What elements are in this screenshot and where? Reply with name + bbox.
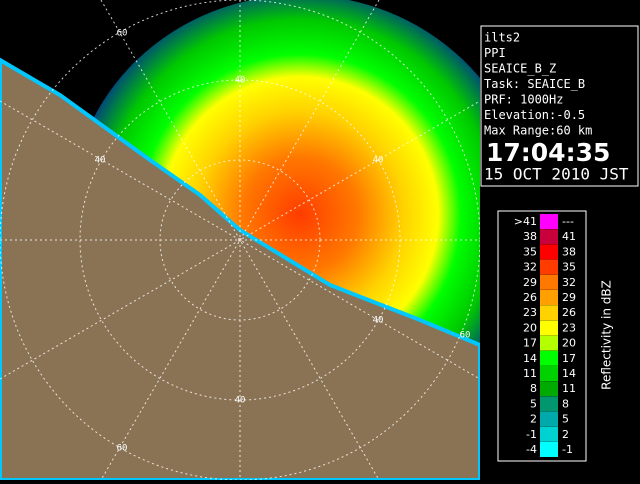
legend-swatch	[540, 305, 558, 321]
legend-low: 8	[530, 382, 537, 395]
legend-swatch	[540, 350, 558, 366]
legend-high: 32	[562, 276, 576, 289]
legend-low: 17	[523, 337, 537, 350]
legend-low: -1	[526, 428, 537, 441]
legend-swatch	[540, 214, 558, 229]
range-label: 40	[95, 156, 106, 166]
legend-title: Reflectivity in dBZ	[600, 280, 614, 390]
legend-low: 35	[523, 245, 537, 258]
range-label: 40	[373, 316, 384, 326]
range-label: 60	[117, 444, 128, 454]
range-label: 40	[235, 396, 246, 406]
legend-high: 17	[562, 352, 576, 365]
legend-swatch	[540, 259, 558, 275]
legend-high: 26	[562, 306, 576, 319]
legend-low: >41	[514, 215, 537, 228]
info-line: SEAICE_B_Z	[484, 62, 556, 76]
range-label: 60	[117, 29, 128, 39]
legend-low: -4	[526, 443, 537, 456]
range-label: 40	[235, 76, 246, 86]
legend-low: 32	[523, 261, 537, 274]
legend-high: 2	[562, 428, 569, 441]
legend-high: 38	[562, 245, 576, 258]
legend-swatch	[540, 396, 558, 412]
legend-swatch	[540, 411, 558, 427]
legend-high: ---	[562, 215, 574, 228]
legend-low: 23	[523, 306, 537, 319]
range-label: 60	[460, 331, 471, 341]
legend-high: 5	[562, 413, 569, 426]
legend-low: 29	[523, 276, 537, 289]
legend-swatch	[540, 244, 558, 260]
date: 15 OCT 2010 JST	[484, 165, 629, 184]
legend-low: 11	[523, 367, 537, 380]
legend-low: 14	[523, 352, 537, 365]
legend-swatch	[540, 274, 558, 290]
info-line: PPI	[484, 46, 506, 60]
radar-image	[0, 0, 480, 480]
legend-high: 23	[562, 321, 576, 334]
legend-high: 8	[562, 397, 569, 410]
legend-high: 41	[562, 230, 576, 243]
info-line: Elevation:-0.5	[484, 108, 585, 122]
legend-high: 14	[562, 367, 576, 380]
legend-low: 20	[523, 321, 537, 334]
range-label: 40	[373, 156, 384, 166]
legend-low: 2	[530, 413, 537, 426]
info-line: ilts2	[484, 31, 520, 45]
legend-swatch	[540, 229, 558, 245]
legend-swatch	[540, 442, 558, 457]
legend-high: 11	[562, 382, 576, 395]
legend-swatch	[540, 366, 558, 381]
legend-swatch	[540, 320, 558, 336]
legend-high: 29	[562, 291, 576, 304]
legend-low: 5	[530, 397, 537, 410]
legend-high: 20	[562, 337, 576, 350]
info-box	[480, 25, 639, 187]
info-line: PRF: 1000Hz	[484, 93, 563, 107]
info-line: Max Range:60 km	[484, 124, 592, 138]
legend-swatch	[540, 381, 558, 397]
legend-swatch	[540, 290, 558, 305]
legend-low: 26	[523, 291, 537, 304]
legend-high: 35	[562, 261, 576, 274]
legend-swatch	[540, 426, 558, 442]
legend-low: 38	[523, 230, 537, 243]
legend-swatch	[540, 335, 558, 351]
legend-high: -1	[562, 443, 573, 456]
time: 17:04:35	[486, 138, 610, 167]
info-line: Task: SEAICE_B	[484, 77, 585, 91]
